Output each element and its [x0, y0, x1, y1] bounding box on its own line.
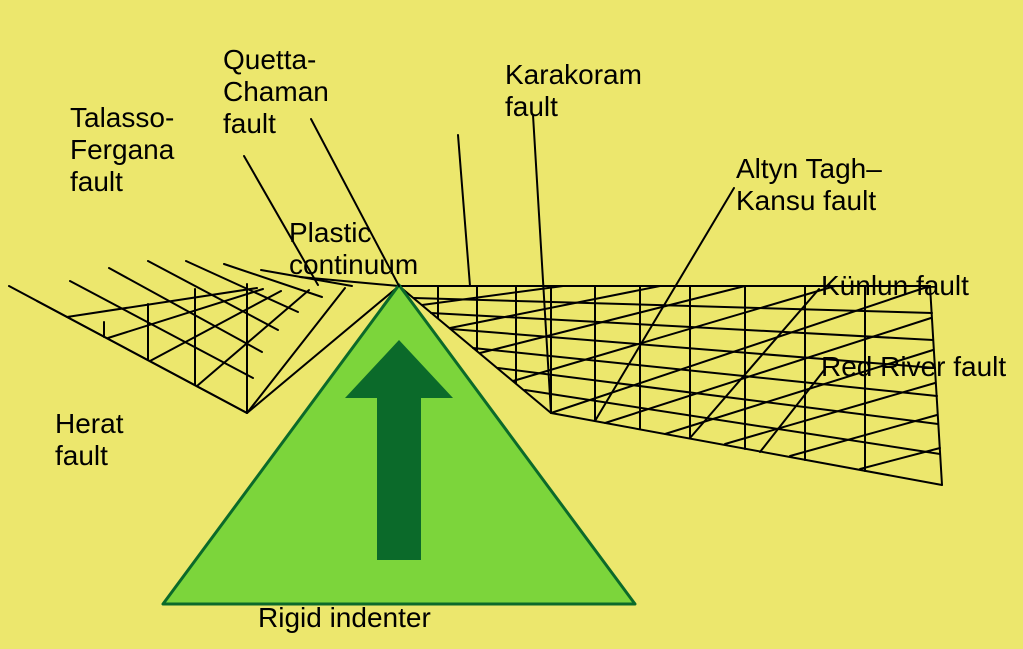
label-plastic-continuum: Plastic continuum	[289, 217, 418, 281]
label-kunlun: Künlun fault	[821, 270, 969, 302]
label-herat: Herat fault	[55, 408, 123, 472]
diagram-stage: Talasso- Fergana fault Quetta- Chaman fau…	[0, 0, 1023, 649]
label-altyn-tagh: Altyn Tagh– Kansu fault	[736, 153, 882, 217]
label-rigid-indenter: Rigid indenter	[258, 602, 431, 634]
label-karakoram: Karakoram fault	[505, 59, 642, 123]
label-red-river: Red River fault	[821, 351, 1006, 383]
label-talasso-fergana: Talasso- Fergana fault	[70, 102, 174, 199]
label-quetta-chaman: Quetta- Chaman fault	[223, 44, 329, 141]
